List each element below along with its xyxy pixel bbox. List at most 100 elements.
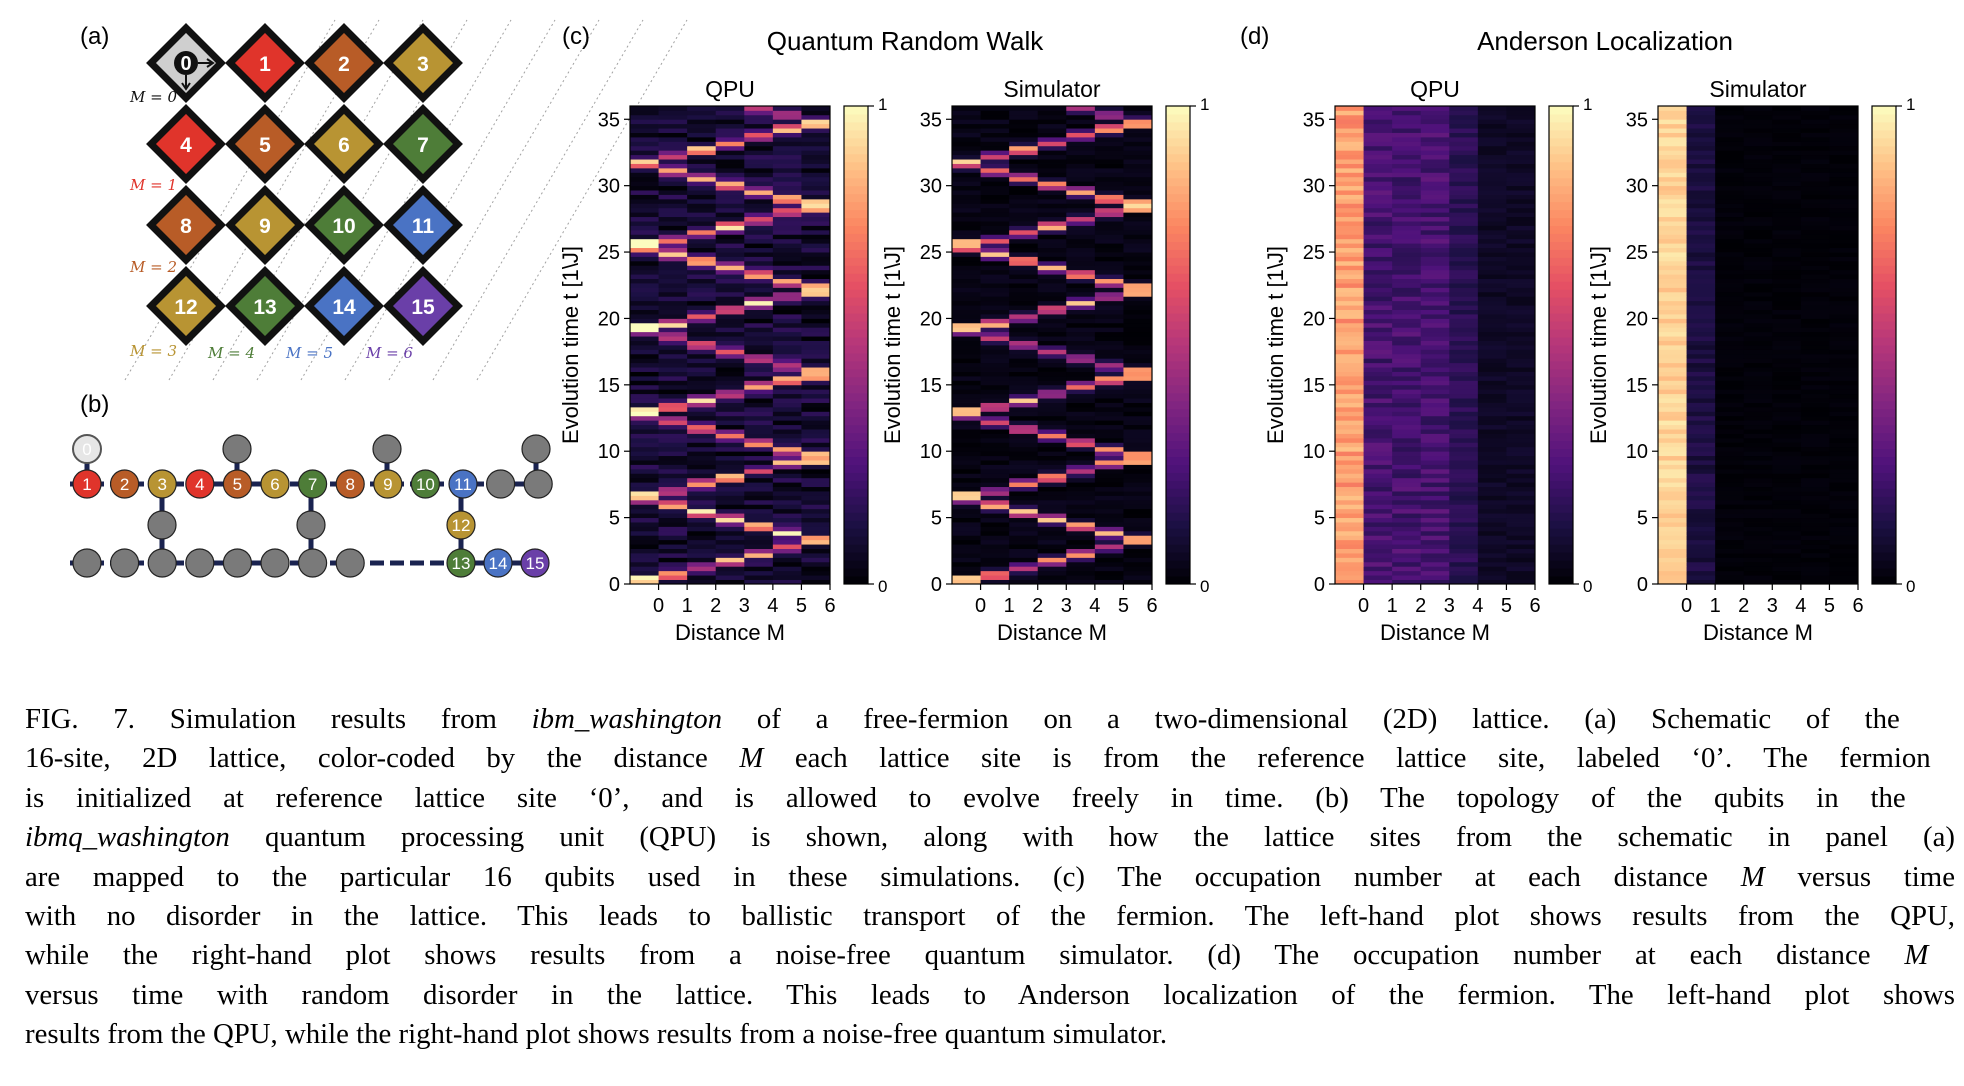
heatmap-cell xyxy=(980,190,1010,195)
heatmap-cell xyxy=(1392,548,1422,554)
heatmap-cell xyxy=(744,477,774,483)
heatmap-cell xyxy=(1772,464,1802,470)
heatmap-cell xyxy=(1449,553,1479,558)
heatmap-cell xyxy=(1506,318,1536,324)
heatmap-cell xyxy=(772,482,802,488)
heatmap-cell xyxy=(952,482,981,488)
heatmap-cell xyxy=(687,327,717,333)
heatmap-cell xyxy=(1829,411,1859,417)
heatmap-cell xyxy=(1506,238,1536,244)
qubit-node xyxy=(222,548,252,578)
heatmap-cell xyxy=(744,296,774,302)
heatmap-cell xyxy=(1715,296,1745,302)
heatmap-cell xyxy=(687,278,717,284)
heatmap-cell xyxy=(1658,327,1687,333)
heatmap-cell xyxy=(1477,345,1507,350)
heatmap-cell xyxy=(1392,212,1422,218)
heatmap-cell xyxy=(687,415,717,421)
figure: (a) (b) (c) (d) Quantum Random Walk Ande… xyxy=(70,19,1915,645)
heatmap-cell xyxy=(1506,327,1536,333)
qubit-node xyxy=(109,469,140,499)
heatmap-cell xyxy=(1477,176,1507,182)
heatmap-cell xyxy=(1686,314,1716,319)
heatmap-cell xyxy=(1743,349,1773,355)
heatmap-cell xyxy=(1772,424,1802,430)
heatmap-cell xyxy=(715,437,745,443)
heatmap-cell xyxy=(744,451,774,457)
heatmap-cell xyxy=(1123,504,1153,510)
heatmap-cell xyxy=(1686,216,1716,222)
heatmap-cell xyxy=(1772,575,1802,580)
heatmap-cell xyxy=(1477,522,1507,527)
heatmap-cell xyxy=(1658,557,1687,563)
heatmap-cell xyxy=(1094,353,1124,359)
heatmap-cell xyxy=(658,274,688,280)
heatmap-cell xyxy=(1009,437,1039,443)
colorbar-segment xyxy=(1166,512,1190,521)
heatmap-cell xyxy=(1829,539,1859,545)
heatmap-cell xyxy=(1363,229,1393,235)
colorbar-segment xyxy=(844,337,868,346)
heatmap-cell xyxy=(715,358,745,364)
heatmap-cell xyxy=(980,371,1010,377)
x-tick-label: 3 xyxy=(1444,595,1455,617)
heatmap-cell xyxy=(1094,402,1124,408)
heatmap-cell xyxy=(1658,504,1687,510)
heatmap-cell xyxy=(1658,566,1687,572)
heatmap-cell xyxy=(1477,150,1507,156)
colorbar-segment xyxy=(1872,416,1896,426)
heatmap-cell xyxy=(715,106,745,111)
heatmap-cell xyxy=(1506,402,1536,408)
heatmap-cell xyxy=(1449,256,1479,262)
heatmap-cell xyxy=(1392,225,1422,231)
heatmap-cell xyxy=(952,539,981,545)
heatmap-cell xyxy=(744,553,774,558)
heatmap-cell xyxy=(801,106,831,111)
heatmap-cell xyxy=(1420,482,1450,488)
heatmap-cell xyxy=(1506,420,1536,426)
colorbar-segment xyxy=(1549,464,1573,473)
heatmap-cell xyxy=(1009,176,1039,182)
heatmap-cell xyxy=(1420,114,1450,120)
heatmap-cell xyxy=(715,322,745,328)
colorbar-segment xyxy=(844,352,868,362)
heatmap-cell xyxy=(744,181,774,187)
heatmap-cell xyxy=(1037,548,1067,554)
colorbar-segment xyxy=(1166,424,1190,434)
heatmap-cell xyxy=(1658,194,1687,200)
heatmap-cell xyxy=(1066,252,1096,257)
heatmap-cell xyxy=(630,198,659,204)
heatmap-cell xyxy=(1094,225,1124,231)
heatmap-cell xyxy=(980,106,1010,111)
heatmap-cell xyxy=(1392,260,1422,266)
heatmap-cell xyxy=(715,420,745,426)
heatmap-cell xyxy=(1335,402,1364,408)
y-tick-label: 35 xyxy=(920,109,942,131)
colorbar-tick-label: 1 xyxy=(1583,95,1592,114)
heatmap-cell xyxy=(658,185,688,191)
heatmap-cell xyxy=(1772,371,1802,377)
heatmap-cell xyxy=(1037,349,1067,355)
heatmap-cell xyxy=(1335,353,1364,359)
heatmap-cell xyxy=(1094,473,1124,479)
heatmap-cell xyxy=(630,221,659,226)
heatmap-cell xyxy=(1363,132,1393,138)
heatmap-cell xyxy=(980,575,1010,580)
heatmap-cell xyxy=(801,358,831,364)
heatmap-cell xyxy=(772,517,802,523)
heatmap-cell xyxy=(630,136,659,142)
heatmap-cell xyxy=(1094,406,1124,412)
heatmap-cell xyxy=(1477,473,1507,479)
heatmap-cell xyxy=(1686,464,1716,470)
heatmap-cell xyxy=(1066,437,1096,443)
colorbar-segment xyxy=(1166,217,1190,226)
heatmap-cell xyxy=(1037,150,1067,156)
heatmap-cell xyxy=(658,553,688,558)
heatmap-cell xyxy=(1743,504,1773,510)
heatmap-cell xyxy=(1477,269,1507,275)
heatmap-cell xyxy=(1658,349,1687,355)
heatmap-cell xyxy=(1715,442,1745,448)
heatmap-cell xyxy=(715,415,745,421)
heatmap-cell xyxy=(715,353,745,359)
heatmap-cell xyxy=(1800,535,1830,541)
